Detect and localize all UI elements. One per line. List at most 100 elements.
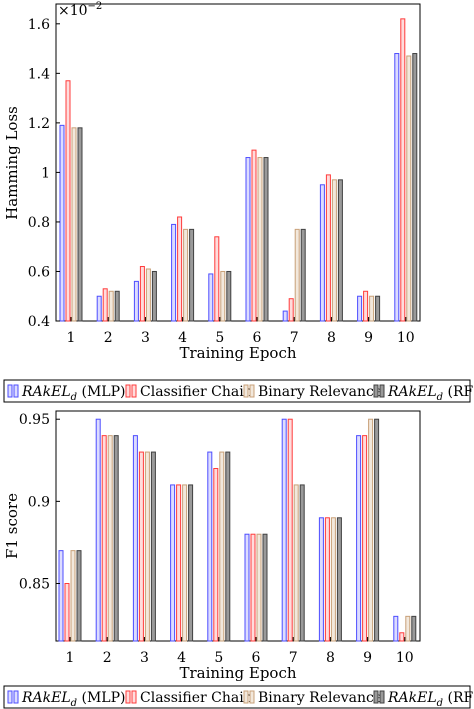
bar-br-epoch-7 (294, 228, 300, 322)
x-tick-label: 9 (363, 650, 372, 666)
bar-br-epoch-6 (256, 533, 262, 642)
bar-cc-epoch-9 (362, 435, 368, 642)
bar-rf-epoch-7 (300, 228, 306, 322)
legend-swatch-bar (7, 690, 13, 704)
legend-label-br: Binary Relevance (258, 384, 382, 400)
legend-swatch-bar (373, 690, 379, 704)
bar-cc-epoch-4 (176, 484, 182, 642)
bar-br-epoch-4 (182, 484, 188, 642)
y-tick-label: 1 (41, 165, 50, 181)
x-tick-label: 6 (252, 650, 261, 666)
legend-label-mlp: RAkELd (MLP) (21, 690, 126, 709)
bar-rf-epoch-5 (226, 270, 232, 322)
bar-rf-epoch-6 (263, 157, 269, 322)
f1-score-chart: 1 2 3 4 5 6 7 8 9 10 0.85 0.9 0.95 F1 score Training… (3, 410, 421, 682)
bar-cc-epoch-1 (64, 583, 70, 642)
bar-mlp-epoch-4 (170, 484, 176, 642)
legend-swatch-bar (125, 690, 131, 704)
x-tick-label: 1 (66, 650, 75, 666)
x-tick-label: 8 (326, 650, 335, 666)
legend-label-cc: Classifier Chain (140, 384, 253, 400)
bar-rf-epoch-7 (299, 484, 305, 642)
bar-mlp-epoch-8 (318, 517, 324, 642)
bar-mlp-epoch-10 (394, 53, 400, 322)
bar-mlp-epoch-5 (208, 273, 214, 322)
legend-swatch-br (243, 690, 255, 704)
hamming-legend-box (3, 379, 471, 403)
bar-br-epoch-9 (369, 295, 375, 322)
bar-mlp-epoch-4 (171, 223, 177, 322)
bar-cc-epoch-3 (139, 266, 145, 322)
x-tick-label: 3 (141, 330, 150, 346)
hamming-plot-frame (55, 3, 421, 322)
legend-label-rf: RAkELd (RF) (387, 690, 474, 709)
bar-rf-epoch-5 (225, 451, 231, 642)
f1-xlabel: Training Epoch (179, 664, 296, 682)
x-tick-label: 6 (253, 330, 262, 346)
legend-swatch-bar (373, 384, 379, 398)
bar-br-epoch-8 (331, 179, 337, 322)
bar-br-epoch-9 (368, 418, 374, 642)
bar-mlp-epoch-3 (133, 280, 139, 322)
legend-swatch-bar (7, 384, 13, 398)
bar-mlp-epoch-7 (282, 310, 288, 322)
bar-rf-epoch-8 (337, 179, 343, 322)
legend-swatch-cc (125, 690, 137, 704)
y-tick-label: 0.8 (28, 215, 50, 231)
bar-rf-epoch-2 (113, 435, 119, 642)
y-tick-label: 0.95 (19, 412, 50, 428)
bar-mlp-epoch-1 (58, 550, 64, 642)
x-tick-label: 4 (177, 650, 186, 666)
bar-rf-epoch-9 (375, 295, 381, 322)
f1-ticks: 1 2 3 4 5 6 7 8 9 10 0.85 0.9 0.95 (19, 412, 414, 666)
x-tick-label: 10 (397, 330, 415, 346)
bar-mlp-epoch-2 (96, 295, 102, 322)
f1-ylabel: F1 score (3, 493, 21, 559)
bar-cc-epoch-8 (325, 174, 331, 322)
bar-br-epoch-1 (70, 550, 76, 642)
bar-rf-epoch-4 (188, 484, 194, 642)
f1-legend-box (3, 685, 471, 709)
bar-cc-epoch-2 (101, 435, 107, 642)
bar-cc-epoch-2 (102, 288, 108, 322)
legend-swatch-bar (125, 384, 131, 398)
x-tick-label: 7 (290, 330, 299, 346)
hamming-multiplier: ×10−2 (58, 1, 102, 19)
x-tick-label: 3 (140, 650, 149, 666)
bar-br-epoch-6 (257, 157, 263, 322)
bar-br-epoch-10 (405, 615, 411, 642)
bar-mlp-epoch-9 (357, 295, 363, 322)
bar-cc-epoch-6 (250, 533, 256, 642)
hamming-legend: RAkELd (MLP) Classifier Chain Binary Relev… (3, 379, 474, 403)
bar-cc-epoch-4 (177, 216, 183, 322)
legend-swatch-rf (373, 690, 385, 704)
bar-cc-epoch-1 (65, 80, 71, 322)
y-tick-label: 1.4 (28, 66, 50, 82)
bar-mlp-epoch-2 (95, 418, 101, 642)
bar-cc-epoch-3 (138, 451, 144, 642)
bar-rf-epoch-1 (77, 127, 83, 322)
bar-br-epoch-5 (220, 270, 226, 322)
bar-mlp-epoch-3 (132, 435, 138, 642)
bar-br-epoch-3 (144, 451, 150, 642)
x-tick-label: 8 (327, 330, 336, 346)
bar-br-epoch-2 (107, 435, 113, 642)
bar-br-epoch-1 (71, 127, 77, 322)
bar-mlp-epoch-10 (393, 615, 399, 642)
bar-rf-epoch-2 (114, 290, 120, 322)
hamming-ticks: 1 2 3 4 5 6 7 8 9 10 0.4 0.6 0.8 1 1.2 1.4 1.6 (28, 17, 415, 346)
legend-swatch-mlp (7, 384, 19, 398)
f1-legend: RAkELd (MLP) Classifier Chain Binary Relev… (3, 685, 474, 709)
bar-cc-epoch-6 (251, 149, 257, 322)
bar-br-epoch-4 (183, 228, 189, 322)
hamming-xlabel: Training Epoch (179, 344, 296, 362)
legend-swatch-mlp (7, 690, 19, 704)
bar-rf-epoch-9 (374, 418, 380, 642)
legend-swatch-bar (131, 690, 137, 704)
bar-mlp-epoch-1 (59, 124, 65, 322)
bar-mlp-epoch-6 (244, 533, 250, 642)
bar-cc-epoch-9 (363, 290, 369, 322)
legend-swatch-bar (13, 384, 19, 398)
bar-cc-epoch-10 (400, 18, 406, 322)
